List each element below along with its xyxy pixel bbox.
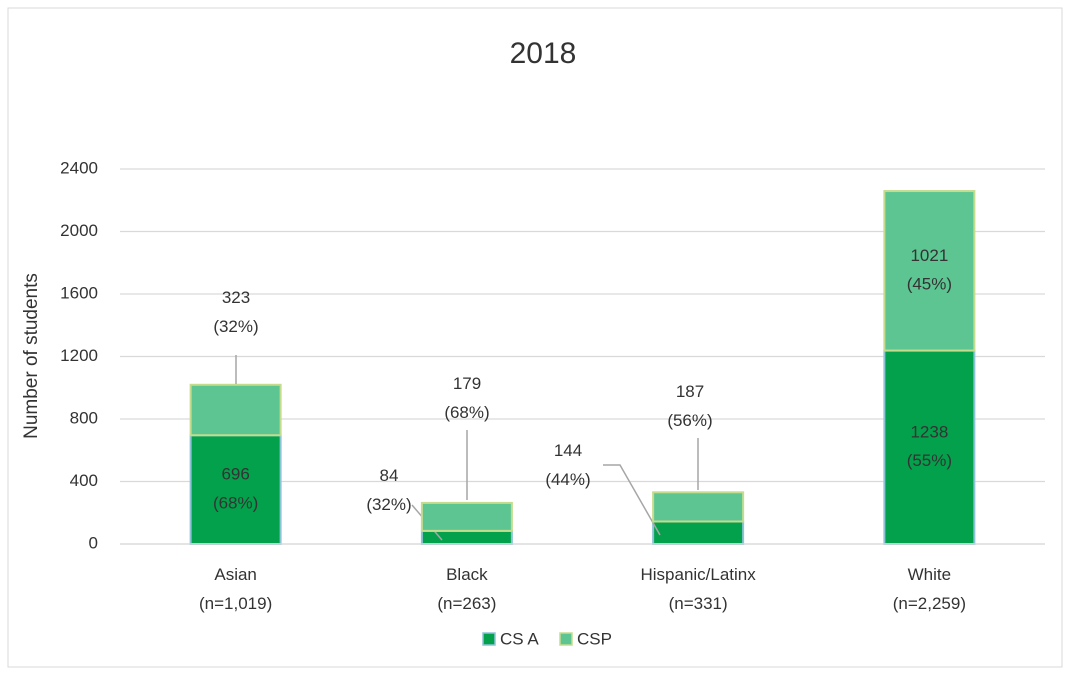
x-tick-label: Black (n=263) xyxy=(437,565,496,613)
bar-segment xyxy=(883,190,976,352)
y-axis-label: Number of students xyxy=(21,273,42,439)
chart-title: 2018 xyxy=(510,37,577,70)
bar-segment xyxy=(189,434,282,545)
data-label: 323 (32%) xyxy=(213,288,258,336)
bar-segment xyxy=(652,520,745,545)
data-label: 179 (68%) xyxy=(444,374,489,422)
x-tick-label: White (n=2,259) xyxy=(893,565,966,613)
y-tick-label: 1600 xyxy=(60,283,98,302)
y-tick-label: 2000 xyxy=(60,221,98,240)
x-tick-label: Asian (n=1,019) xyxy=(199,565,272,613)
legend-swatch xyxy=(482,632,496,646)
bar-segment xyxy=(652,491,745,523)
bar-segment xyxy=(420,501,513,532)
data-label: 187 (56%) xyxy=(667,382,712,430)
legend-label: CS A xyxy=(500,629,539,648)
y-tick-label: 1200 xyxy=(60,346,98,365)
leader-line xyxy=(603,464,661,536)
data-label: 84 (32%) xyxy=(366,466,411,514)
bar-segment xyxy=(189,383,282,437)
y-tick-label: 0 xyxy=(89,533,98,552)
y-tick-label: 400 xyxy=(70,471,98,490)
y-tick-label: 800 xyxy=(70,408,98,427)
bar-segment xyxy=(883,349,976,545)
data-label: 696 (68%) xyxy=(213,465,258,513)
legend-swatch xyxy=(559,632,573,646)
legend-label: CSP xyxy=(577,629,612,648)
y-tick-label: 2400 xyxy=(60,158,98,177)
data-label: 144 (44%) xyxy=(545,441,590,489)
x-tick-label: Hispanic/Latinx (n=331) xyxy=(640,565,756,613)
data-label: 1238 (55%) xyxy=(907,423,952,471)
data-label: 1021 (45%) xyxy=(907,246,952,294)
